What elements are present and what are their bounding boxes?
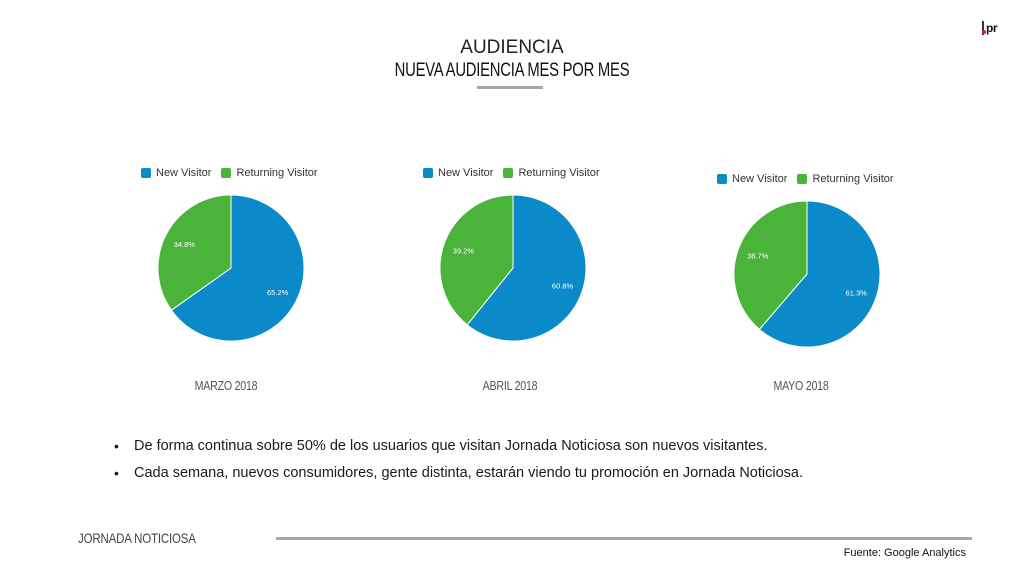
chart-legend: New Visitor Returning Visitor [717, 173, 904, 185]
footer-divider [276, 537, 972, 540]
legend-swatch [503, 168, 514, 178]
pie-slice-returning-visitor [439, 194, 514, 326]
legend-item-new-visitor: New Visitor [717, 173, 787, 185]
logo-text: pr [986, 21, 998, 35]
bullet-list: • De forma continua sobre 50% de los usu… [114, 438, 974, 492]
chart-legend: New Visitor Returning Visitor [141, 167, 328, 179]
pie-svg: 61.3% 38.7% [733, 200, 881, 348]
pie-data-label: 38.7% [747, 252, 769, 261]
legend-item-new-visitor: New Visitor [423, 167, 493, 179]
chart-title-marzo: MARZO 2018 [194, 378, 258, 393]
chart-title-abril: ABRIL 2018 [482, 378, 538, 393]
page-subtitle: NUEVA AUDIENCIA MES POR MES [394, 60, 630, 81]
pie-data-label: 60.8% [552, 281, 574, 290]
legend-item-returning-visitor: Returning Visitor [503, 167, 600, 179]
legend-label: Returning Visitor [812, 173, 894, 185]
pie-slice-new-visitor [170, 194, 305, 342]
chart-title-mayo: MAYO 2018 [773, 378, 829, 393]
bullet-text: De forma continua sobre 50% de los usuar… [134, 438, 768, 454]
bullet-marker: • [114, 438, 119, 454]
pie-chart-abril: 60.8% 39.2% [412, 168, 612, 368]
pie-slice-new-visitor [466, 194, 587, 342]
pie-data-label: 65.2% [267, 288, 289, 297]
legend-label: New Visitor [156, 167, 212, 179]
legend-swatch [717, 174, 727, 184]
company-logo: pr [982, 20, 1006, 38]
bullet-text: Cada semana, nuevos consumidores, gente … [134, 465, 804, 481]
pie-data-label: 34.8% [174, 240, 196, 249]
pie-slice-new-visitor [758, 200, 881, 348]
legend-swatch [221, 168, 232, 178]
legend-item-returning-visitor: Returning Visitor [221, 167, 318, 179]
bullet-item: • De forma continua sobre 50% de los usu… [114, 438, 974, 454]
legend-item-new-visitor: New Visitor [141, 167, 211, 179]
bullet-marker: • [114, 465, 119, 481]
pie-chart-mayo: 61.3% 38.7% [706, 174, 906, 374]
footer-brand: JORNADA NOTICIOSA [78, 530, 196, 546]
chart-legend: New Visitor Returning Visitor [423, 167, 610, 179]
source-note: Fuente: Google Analytics [843, 547, 966, 559]
bullet-item: • Cada semana, nuevos consumidores, gent… [114, 465, 974, 481]
pie-data-label: 39.2% [453, 247, 475, 256]
legend-label: New Visitor [438, 167, 494, 179]
legend-swatch [141, 168, 151, 178]
legend-item-returning-visitor: Returning Visitor [797, 173, 894, 185]
logo-bar [982, 21, 984, 35]
pie-chart-marzo: 65.2% 34.8% [130, 168, 330, 368]
logo-dot [982, 30, 986, 34]
legend-swatch [797, 174, 808, 184]
page-title: AUDIENCIA [460, 37, 564, 58]
title-divider [477, 86, 543, 89]
pie-svg: 60.8% 39.2% [439, 194, 587, 342]
legend-swatch [423, 168, 433, 178]
legend-label: Returning Visitor [236, 167, 318, 179]
pie-data-label: 61.3% [846, 288, 868, 297]
pie-slice-returning-visitor [733, 200, 808, 331]
legend-label: New Visitor [732, 173, 788, 185]
legend-label: Returning Visitor [518, 167, 600, 179]
pie-slice-returning-visitor [157, 194, 232, 311]
pie-svg: 65.2% 34.8% [157, 194, 305, 342]
